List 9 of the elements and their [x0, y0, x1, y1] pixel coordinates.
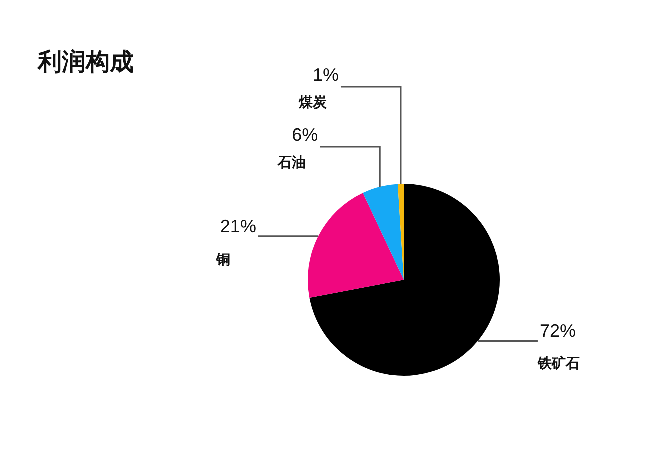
- slice-label: 铜: [215, 252, 230, 268]
- data-label: 6%: [292, 125, 318, 146]
- data-label: 21%: [220, 216, 256, 236]
- chart-title: 利润构成: [37, 49, 134, 76]
- data-label: 72%: [540, 321, 576, 342]
- data-label: 1%: [312, 65, 339, 86]
- slice-label: 铁矿石: [536, 355, 580, 372]
- slice-label: 煤炭: [298, 95, 328, 112]
- slice-label: 石油: [277, 155, 306, 172]
